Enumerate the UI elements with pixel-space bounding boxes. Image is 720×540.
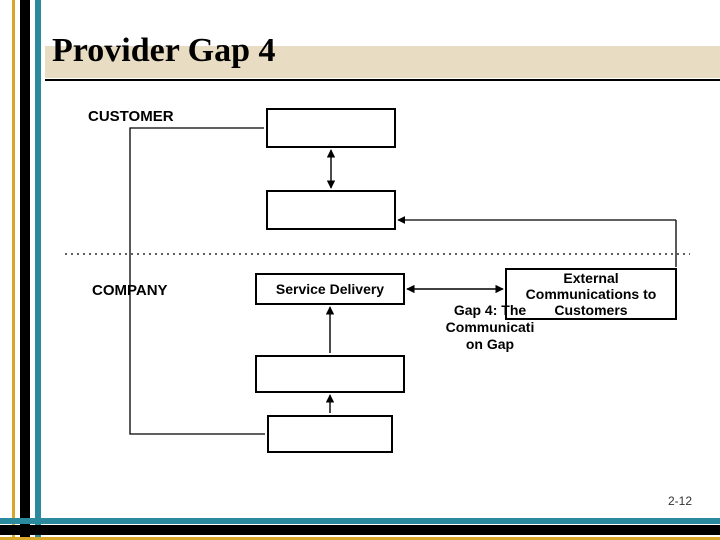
title-underline [45,79,720,81]
slide-title: Provider Gap 4 [52,32,276,70]
vstripe-gold [12,0,15,540]
page-number: 2-12 [668,494,692,508]
gap4-line3: on Gap [466,336,514,352]
box-text: Service Delivery [276,281,384,297]
box-service-delivery: Service Delivery [255,273,405,305]
gap4-line2: Communicati [446,319,535,335]
gap4-label: Gap 4: The Communicati on Gap [430,302,550,352]
hstripe-black [0,525,720,535]
gap4-line1: Gap 4: The [454,302,526,318]
box-empty-top-1 [266,108,396,148]
vstripe-black [20,0,30,540]
box-empty-bottom-2 [267,415,393,453]
customer-label: CUSTOMER [88,108,174,125]
box-empty-bottom-1 [255,355,405,393]
box-empty-top-2 [266,190,396,230]
hstripe-teal [0,518,720,524]
company-label: COMPANY [92,282,168,299]
vstripe-teal [35,0,41,540]
